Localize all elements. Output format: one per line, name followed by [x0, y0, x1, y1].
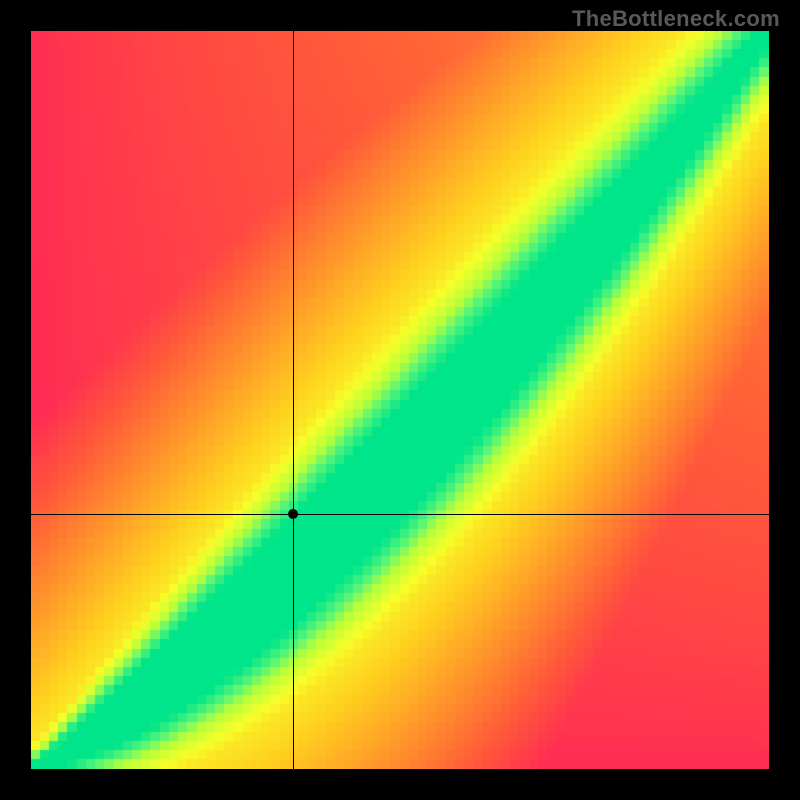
bottleneck-heatmap: [31, 31, 769, 769]
crosshair-vertical: [293, 31, 294, 769]
crosshair-horizontal: [31, 514, 769, 515]
chart-container: TheBottleneck.com: [0, 0, 800, 800]
plot-area: [31, 31, 769, 769]
crosshair-marker: [288, 509, 298, 519]
watermark-text: TheBottleneck.com: [572, 6, 780, 32]
